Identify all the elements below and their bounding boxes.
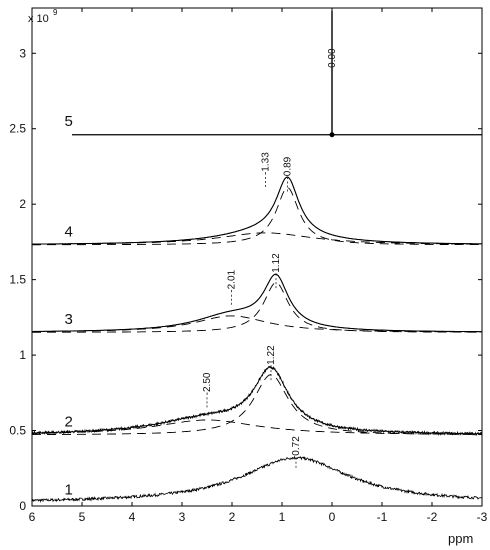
y-tick-label: 1: [19, 348, 26, 362]
y-axis-exponent-power: 9: [53, 8, 58, 17]
peak-label: -1.12: [271, 253, 282, 276]
x-tick-label: -3: [477, 510, 488, 524]
y-tick-label: 2.5: [9, 122, 26, 136]
trace-label-1: 1: [65, 481, 73, 498]
peak-label: -1.33: [261, 152, 272, 175]
y-tick-label: 2: [19, 197, 26, 211]
y-tick-label: 0.5: [9, 424, 26, 438]
trace-label-4: 4: [65, 223, 73, 240]
series-4-spectrum: [32, 176, 482, 245]
peak-label: -1.22: [266, 345, 277, 368]
x-tick-label: 4: [129, 510, 136, 524]
trace-label-5: 5: [65, 113, 73, 130]
x-tick-label: 0: [329, 510, 336, 524]
x-tick-label: 5: [79, 510, 86, 524]
series-1-spectrum: [31, 455, 483, 503]
x-tick-label: 3: [179, 510, 186, 524]
series-2-component-2: [31, 419, 482, 435]
peak-label: 0.72: [291, 436, 302, 456]
series-5-peak-dot: [329, 132, 335, 138]
series-4-component-2: [32, 232, 482, 245]
x-tick-label: 6: [29, 510, 36, 524]
x-axis-label: ppm: [448, 531, 473, 546]
series-3-component-2: [31, 315, 482, 333]
peak-label: -2.01: [227, 269, 238, 292]
trace-label-2: 2: [65, 414, 73, 431]
trace-label-3: 3: [65, 311, 73, 328]
x-tick-label: -1: [377, 510, 388, 524]
series-4-fit-sum: [32, 176, 482, 245]
x-tick-label: 2: [229, 510, 236, 524]
series-2-spectrum: [31, 365, 483, 437]
y-tick-label: 3: [19, 46, 26, 60]
series-2-fit-sum: [32, 366, 482, 435]
x-tick-label: -2: [427, 510, 438, 524]
y-axis-exponent-label: x 10: [28, 13, 49, 25]
series-3-component-1: [32, 282, 482, 333]
peak-label: 0.00: [327, 48, 338, 68]
series-3-fit-sum: [31, 273, 482, 333]
y-tick-label: 0: [19, 499, 26, 513]
x-tick-label: 1: [279, 510, 286, 524]
series-3-spectrum: [32, 273, 482, 333]
peak-label: -0.89: [283, 156, 294, 179]
plot-frame: [31, 7, 483, 507]
y-tick-label: 1.5: [9, 273, 26, 287]
series-4-component-1: [32, 187, 482, 246]
peak-label: -2.50: [202, 372, 213, 395]
